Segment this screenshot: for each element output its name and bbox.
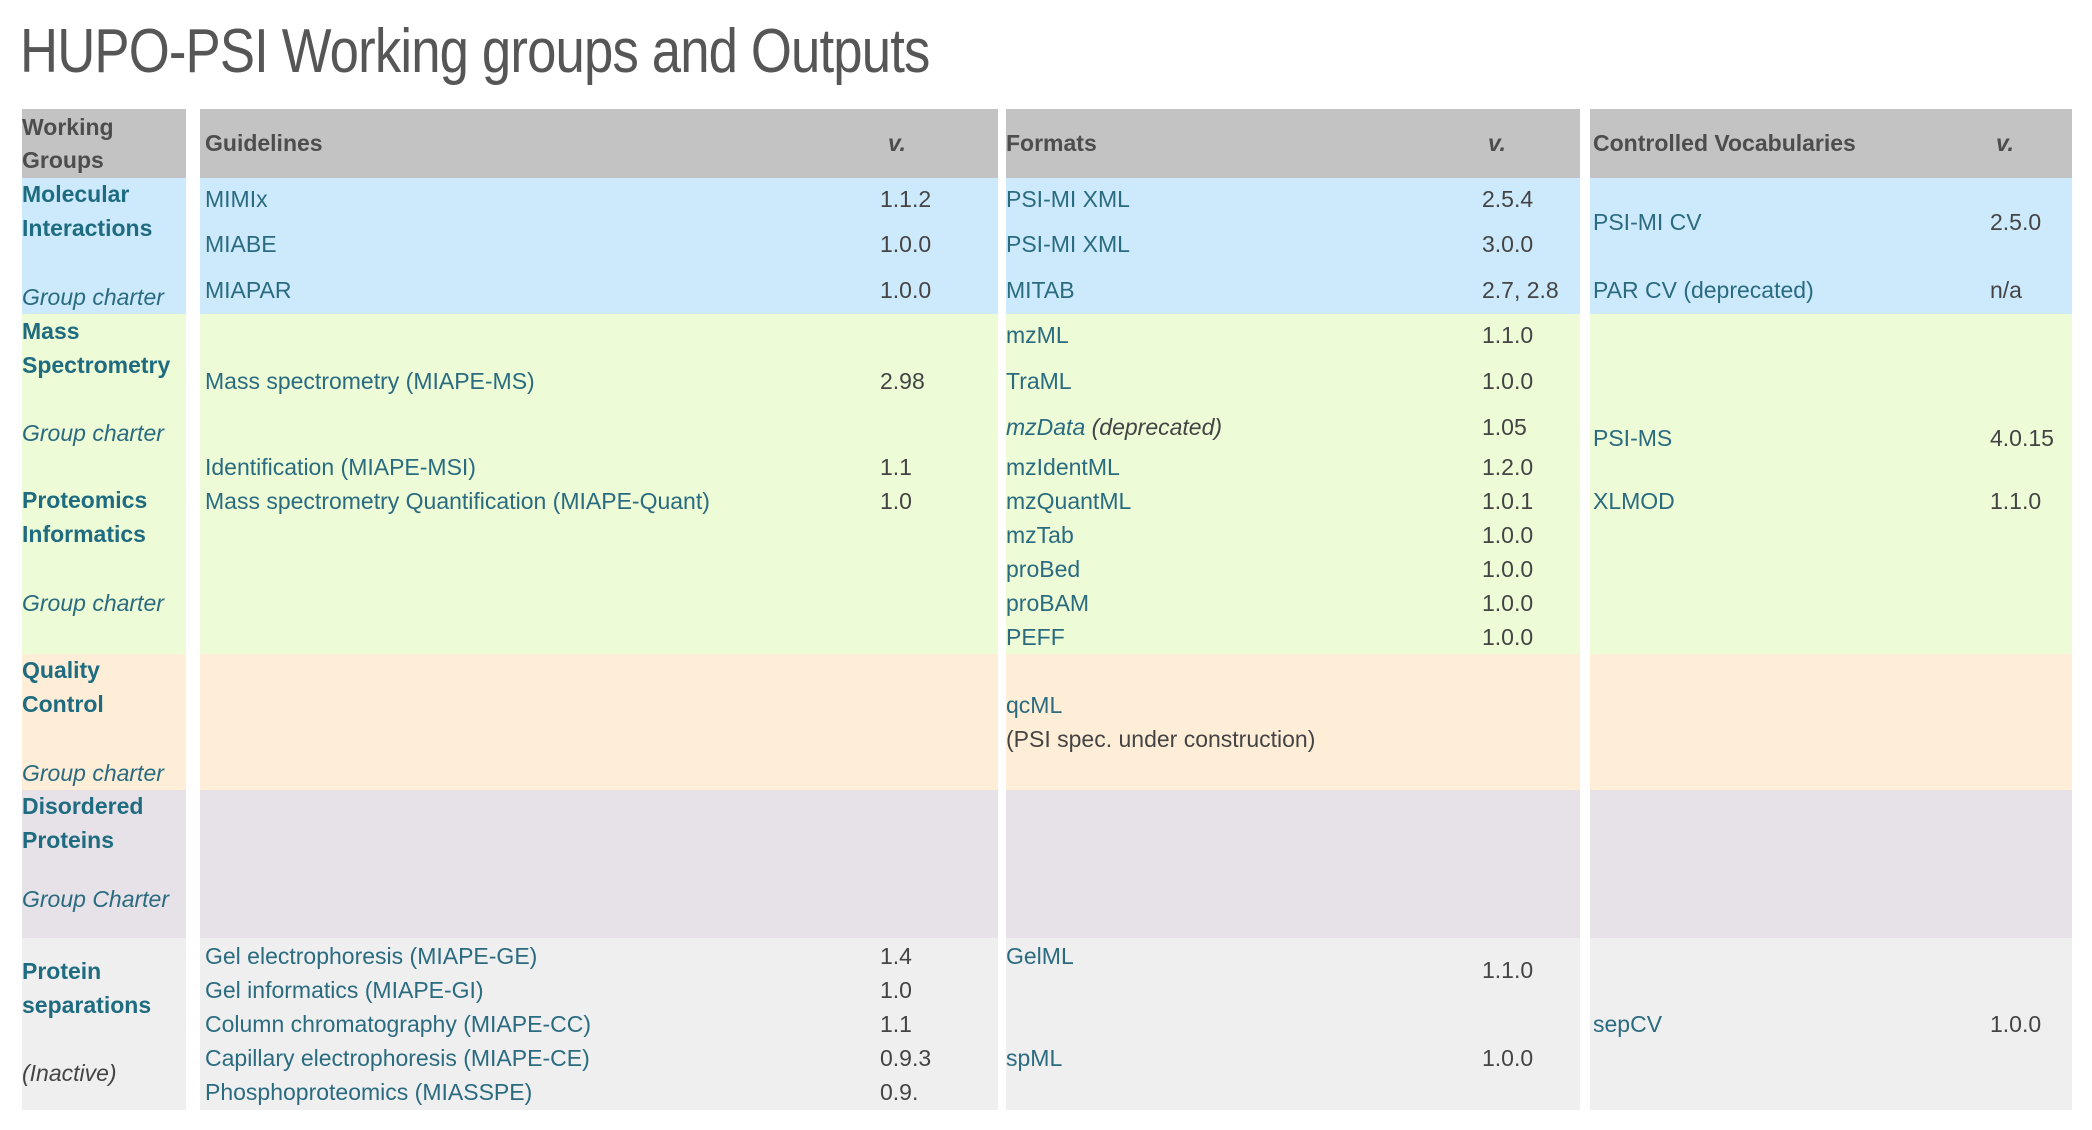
- guideline-version: 0.9.3: [880, 1045, 932, 1071]
- page-title: HUPO-PSI Working groups and Outputs: [20, 17, 930, 86]
- group-status: (Inactive): [22, 1060, 117, 1086]
- guideline-version: 1.4: [880, 943, 912, 969]
- guideline-version: 1.0: [880, 488, 912, 514]
- format-link[interactable]: PSI-MI XML: [1006, 231, 1130, 257]
- column-separator: [998, 109, 1006, 1110]
- guideline-version: 2.98: [880, 368, 925, 394]
- header-guidelines-cell: [200, 109, 998, 178]
- header-groups-cell: [22, 109, 186, 178]
- cv-link[interactable]: XLMOD: [1593, 488, 1675, 514]
- group-name-proteomics-informatics[interactable]: Proteomics Informatics: [22, 487, 148, 547]
- guideline-link[interactable]: MIMIx: [205, 186, 268, 212]
- format-link[interactable]: PEFF: [1006, 624, 1065, 650]
- format-version: 1.2.0: [1482, 454, 1534, 480]
- cv-link[interactable]: sepCV: [1593, 1011, 1663, 1037]
- format-link[interactable]: proBAM: [1006, 590, 1090, 616]
- band-molecular: [22, 178, 2072, 314]
- group-charter-link[interactable]: Group charter: [22, 590, 164, 616]
- format-link[interactable]: qcML: [1006, 692, 1063, 718]
- column-separator: [186, 109, 200, 1110]
- group-name-protein-separations[interactable]: Protein separations: [22, 958, 152, 1018]
- format-link[interactable]: TraML: [1006, 368, 1072, 394]
- header-formats-version: v.: [1488, 130, 1506, 156]
- header-cv-cell: [1590, 109, 2072, 178]
- format-link[interactable]: mzIdentML: [1006, 454, 1120, 480]
- guideline-link[interactable]: Capillary electrophoresis (MIAPE-CE): [205, 1045, 590, 1071]
- cv-version: 2.5.0: [1990, 209, 2042, 235]
- guideline-version: 1.0.0: [880, 277, 932, 303]
- format-version: 1.0.0: [1482, 1045, 1534, 1071]
- format-version: 3.0.0: [1482, 231, 1534, 257]
- header-formats-cell: [1006, 109, 1580, 178]
- cv-link[interactable]: PAR CV (deprecated): [1593, 277, 1814, 303]
- cv-link[interactable]: PSI-MS: [1593, 425, 1673, 451]
- cv-version: 1.1.0: [1990, 488, 2042, 514]
- header-formats: Formats: [1006, 130, 1097, 156]
- group-name-quality-control[interactable]: Quality Control: [22, 657, 104, 717]
- header-groups-line1: Working: [22, 114, 114, 140]
- cv-link[interactable]: PSI-MI CV: [1593, 209, 1702, 235]
- guideline-link[interactable]: Mass spectrometry Quantification (MIAPE-…: [205, 488, 710, 514]
- format-version: 1.0.0: [1482, 368, 1534, 394]
- guideline-version: 1.1.2: [880, 186, 932, 212]
- cv-version: 4.0.15: [1990, 425, 2054, 451]
- guideline-link[interactable]: MIAPAR: [205, 277, 292, 303]
- guideline-version: 1.1: [880, 454, 912, 480]
- group-charter-link[interactable]: Group charter: [22, 760, 164, 786]
- group-name-mass-spectrometry[interactable]: Mass Spectrometry: [22, 318, 171, 378]
- format-version: 2.7, 2.8: [1482, 277, 1559, 303]
- header-groups-line2: Groups: [22, 147, 104, 173]
- format-version: 1.0.0: [1482, 522, 1534, 548]
- guideline-link[interactable]: Gel informatics (MIAPE-GI): [205, 977, 484, 1003]
- guideline-link[interactable]: Phosphoproteomics (MIASSPE): [205, 1079, 533, 1105]
- format-link[interactable]: proBed: [1006, 556, 1081, 582]
- format-link[interactable]: PSI-MI XML: [1006, 186, 1130, 212]
- header-cv-version: v.: [1996, 130, 2014, 156]
- band-mass-proteomics: [22, 314, 2072, 654]
- column-separator: [1580, 109, 1590, 1110]
- format-version: 2.5.4: [1482, 186, 1534, 212]
- cv-version: n/a: [1990, 277, 2022, 303]
- guideline-version: 1.0: [880, 977, 912, 1003]
- format-note: (PSI spec. under construction): [1006, 726, 1316, 752]
- format-version: 1.05: [1482, 414, 1527, 440]
- format-version: 1.0.0: [1482, 556, 1534, 582]
- group-name-molecular-interactions[interactable]: Molecular Interactions: [22, 181, 153, 241]
- guideline-version: 1.1: [880, 1011, 912, 1037]
- guideline-link[interactable]: Column chromatography (MIAPE-CC): [205, 1011, 592, 1037]
- band-separations: [22, 938, 2072, 1110]
- guideline-link[interactable]: Gel electrophoresis (MIAPE-GE): [205, 943, 538, 969]
- format-version: 1.0.0: [1482, 590, 1534, 616]
- header-guidelines: Guidelines: [205, 130, 323, 156]
- format-version: 1.1.0: [1482, 322, 1534, 348]
- band-quality: [22, 654, 2072, 790]
- format-link[interactable]: spML: [1006, 1045, 1063, 1071]
- format-version: 1.1.0: [1482, 957, 1534, 983]
- guideline-link[interactable]: Identification (MIAPE-MSI): [205, 454, 476, 480]
- guideline-version: 0.9.: [880, 1079, 919, 1105]
- group-name-disordered-proteins[interactable]: Disordered Proteins: [22, 793, 144, 853]
- format-link[interactable]: MITAB: [1006, 277, 1075, 303]
- guideline-link[interactable]: MIABE: [205, 231, 277, 257]
- header-guidelines-version: v.: [888, 130, 906, 156]
- group-charter-link[interactable]: Group Charter: [22, 886, 170, 912]
- format-link[interactable]: GelML: [1006, 943, 1074, 969]
- group-charter-link[interactable]: Group charter: [22, 420, 164, 446]
- format-link[interactable]: mzTab: [1006, 522, 1074, 548]
- format-version: 1.0.0: [1482, 624, 1534, 650]
- format-link[interactable]: mzQuantML: [1006, 488, 1132, 514]
- format-link[interactable]: mzML: [1006, 322, 1069, 348]
- guideline-version: 1.0.0: [880, 231, 932, 257]
- group-charter-link[interactable]: Group charter: [22, 284, 164, 310]
- format-link-deprecated[interactable]: mzData (deprecated): [1006, 414, 1223, 440]
- guideline-link[interactable]: Mass spectrometry (MIAPE-MS): [205, 368, 535, 394]
- band-disordered: [22, 790, 2072, 938]
- format-version: 1.0.1: [1482, 488, 1534, 514]
- header-cv: Controlled Vocabularies: [1593, 130, 1856, 156]
- cv-version: 1.0.0: [1990, 1011, 2042, 1037]
